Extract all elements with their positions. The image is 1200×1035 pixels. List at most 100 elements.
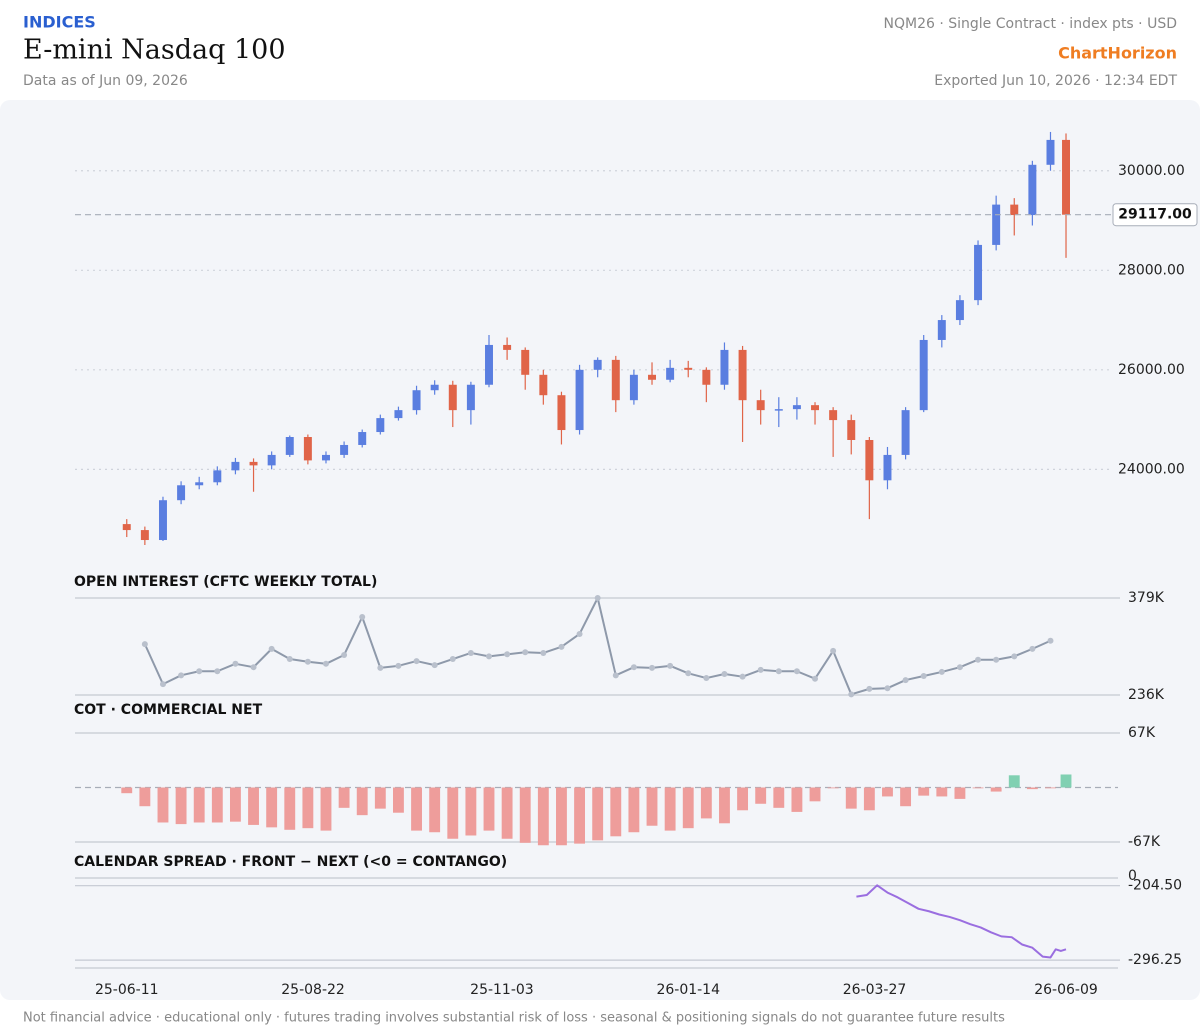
bar [628, 787, 640, 833]
bar [755, 787, 767, 804]
bar [863, 787, 875, 811]
as-of: Data as of Jun 09, 2026 [23, 73, 188, 89]
bar [737, 787, 749, 811]
category: INDICES [23, 13, 96, 32]
bar [845, 787, 857, 809]
point [667, 662, 674, 669]
candle-body [249, 461, 258, 466]
candle-body [177, 485, 186, 501]
x-tick-label: 26-03-27 [843, 982, 907, 998]
series-line [856, 884, 1067, 959]
x-tick-label: 26-06-09 [1034, 982, 1098, 998]
candle-body [213, 470, 222, 483]
point [522, 649, 529, 656]
y-tick-label: 30000.00 [1118, 163, 1185, 179]
candle-body [485, 344, 493, 385]
bar [320, 787, 332, 831]
point [793, 668, 800, 675]
point [341, 651, 348, 658]
candle-body [122, 524, 131, 531]
candle-body [1046, 139, 1055, 165]
candle-body [394, 410, 403, 419]
last-price-label: 29117.00 [1118, 207, 1192, 223]
point [1011, 653, 1018, 660]
point [594, 595, 601, 601]
bar [791, 787, 803, 812]
bar [954, 787, 966, 799]
bar [773, 787, 785, 808]
point [866, 685, 873, 692]
bar [972, 787, 984, 789]
bar [157, 787, 169, 823]
panel-title: CALENDAR SPREAD · FRONT − NEXT (<0 = CON… [74, 854, 507, 870]
candle-body [774, 409, 783, 411]
point [322, 660, 329, 667]
bar [121, 787, 133, 794]
point [540, 649, 547, 656]
point [467, 649, 474, 656]
candle-body [140, 530, 149, 541]
y-tick-label: 28000.00 [1118, 262, 1185, 278]
bar [827, 787, 839, 789]
point [395, 662, 402, 669]
bar [211, 787, 223, 823]
candle-body [684, 367, 693, 370]
candle-body [901, 410, 910, 455]
point [775, 668, 782, 675]
bar [447, 787, 459, 839]
candle-body [521, 349, 530, 375]
candle-body [539, 374, 548, 396]
bar [302, 787, 314, 829]
bar [519, 787, 531, 843]
bar [936, 787, 948, 797]
candle-body [1010, 204, 1019, 216]
brand: ChartHorizon [1058, 44, 1177, 63]
bar [700, 787, 712, 819]
candle-body [919, 339, 928, 411]
point [377, 664, 384, 671]
point [558, 643, 565, 650]
candle-body [503, 344, 512, 350]
last-price-box [1112, 203, 1198, 227]
bar [990, 787, 1002, 792]
bar [411, 787, 422, 831]
point [630, 664, 637, 671]
point [431, 662, 438, 669]
point [286, 656, 293, 663]
bar [338, 787, 350, 808]
candle-body [702, 369, 711, 385]
candle-body [955, 300, 964, 321]
meta: NQM26 · Single Contract · index pts · US… [884, 16, 1178, 32]
bar [664, 787, 676, 831]
panel-title: COT · COMMERCIAL NET [74, 702, 263, 718]
y-tick-label: 24000.00 [1118, 461, 1185, 477]
axis-label: 0 [1128, 868, 1137, 884]
point [141, 641, 148, 648]
candle-body [575, 369, 584, 431]
title: E-mini Nasdaq 100 [23, 35, 286, 66]
candle-body [829, 410, 838, 421]
bar [429, 787, 441, 833]
point [612, 672, 619, 679]
candle-body [303, 437, 312, 461]
candle-body [992, 204, 1001, 245]
candle-body [811, 405, 820, 411]
candle-body [448, 384, 457, 411]
y-tick-label: -204.50 [1128, 878, 1182, 894]
candle-body [865, 439, 874, 481]
x-tick-label: 25-06-11 [95, 982, 159, 998]
point [721, 670, 728, 677]
point [413, 658, 420, 665]
panel-title: OPEN INTEREST (CFTC WEEKLY TOTAL) [74, 574, 377, 590]
point [956, 664, 963, 671]
candle-body [738, 349, 747, 401]
y-tick-label: -67K [1128, 834, 1161, 850]
candle-body [195, 482, 204, 486]
bar [1060, 774, 1072, 788]
candle-body [666, 367, 675, 380]
candle-body [557, 395, 566, 431]
point [449, 656, 456, 663]
candle-body [1028, 164, 1037, 216]
